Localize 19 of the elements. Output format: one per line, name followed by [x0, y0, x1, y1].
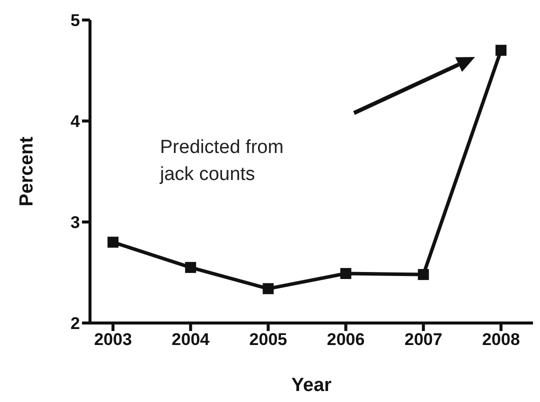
point [108, 236, 118, 248]
y-axis-title: Percent [16, 136, 38, 206]
point [496, 44, 506, 56]
point [340, 268, 352, 280]
y-tick-label: 4 [70, 112, 81, 132]
x-tick-label: 2008 [482, 330, 520, 350]
point [185, 262, 196, 273]
x-tick-label: 2007 [404, 330, 442, 350]
y-tick-label: 3 [70, 213, 80, 232]
point [262, 283, 274, 294]
annotation: Predicted from jack counts [159, 137, 284, 185]
x-tick-label: 2004 [172, 330, 210, 350]
x-tick-label: 2003 [94, 330, 132, 350]
x-axis-title: Year [291, 375, 332, 396]
x-tick-label: 2005 [249, 330, 288, 350]
point [418, 269, 429, 280]
y-tick-label: 5 [70, 11, 80, 30]
y-tick-label: 2 [70, 314, 80, 334]
x-tick-label: 2006 [326, 330, 365, 350]
